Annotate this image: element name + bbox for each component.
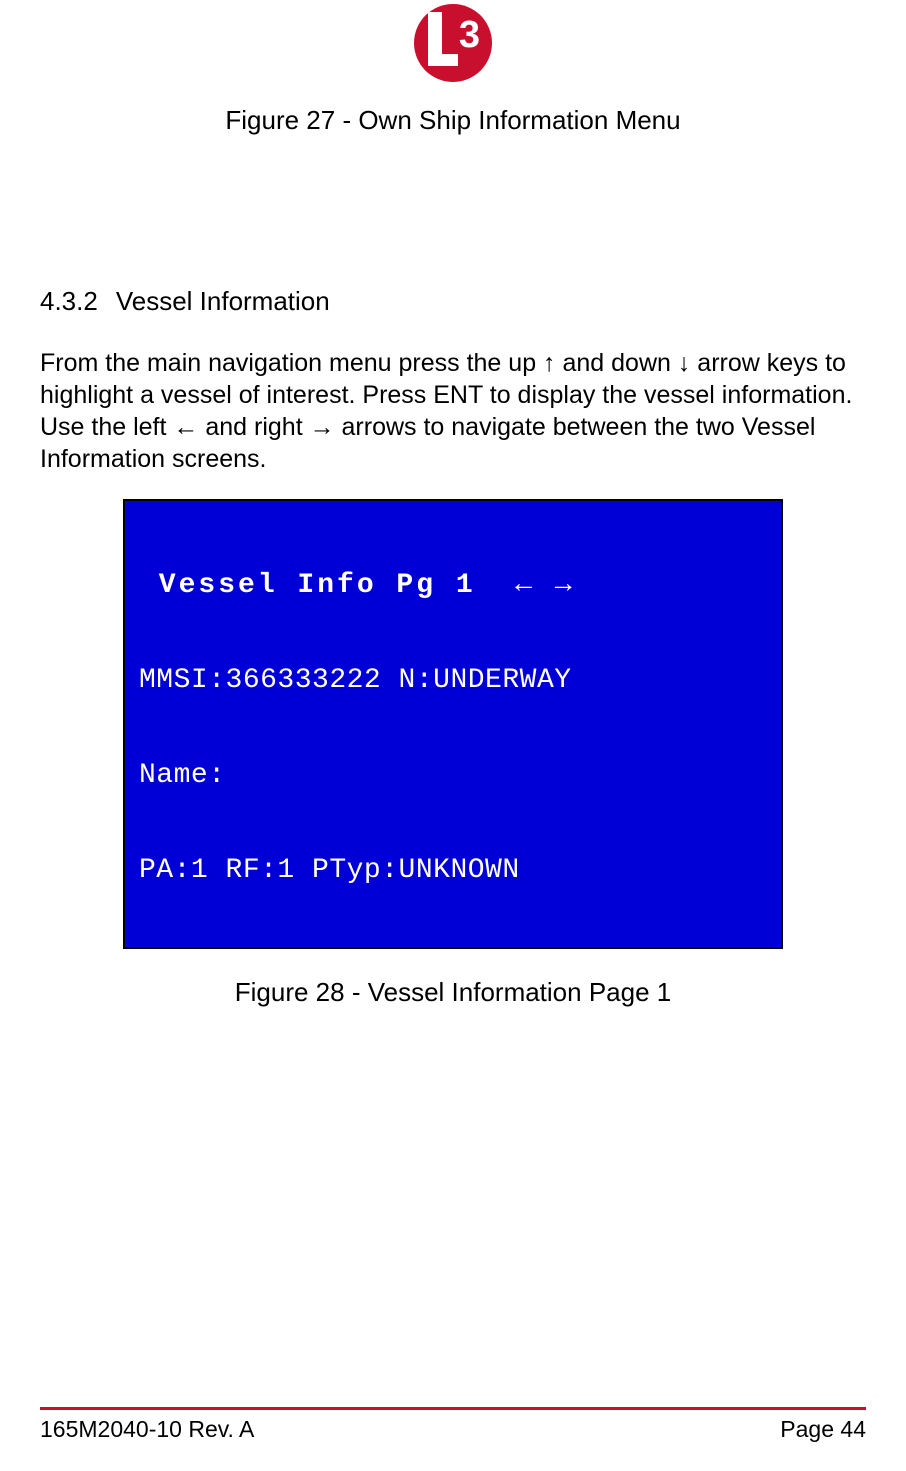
section-number: 4.3.2 <box>40 286 98 316</box>
body-paragraph: From the main navigation menu press the … <box>40 347 866 475</box>
screen-line-5: SOG:0.0 Kn COG:0.0° <box>139 1140 767 1172</box>
screen-line-1: Name: <box>139 760 767 792</box>
screen-line-2: PA:1 RF:1 PTyp:UNKNOWN <box>139 855 767 887</box>
figure-27-caption: Figure 27 - Own Ship Information Menu <box>40 105 866 136</box>
vessel-info-screen: Vessel Info Pg 1 ← → MMSI:366333222 N:UN… <box>123 499 783 949</box>
footer-left: 165M2040-10 Rev. A <box>40 1416 254 1443</box>
logo-container: 3 <box>40 0 866 87</box>
section-title: Vessel Information <box>116 286 330 316</box>
l3-logo: 3 <box>414 4 492 82</box>
document-page: 3 Figure 27 - Own Ship Information Menu … <box>0 0 906 1471</box>
logo-number: 3 <box>459 16 480 54</box>
section-heading: 4.3.2 Vessel Information <box>40 286 866 317</box>
footer-rule <box>40 1407 866 1410</box>
screen-title: Vessel Info Pg 1 ← → <box>139 570 767 602</box>
screen-line-4: HDG:---° ROT:---.- <box>139 1045 767 1077</box>
logo-l-foot <box>428 54 458 66</box>
footer-right: Page 44 <box>780 1416 866 1443</box>
screen-line-3: N 27°20.0284 W 82°27.0824 <box>139 950 767 982</box>
footer-row: 165M2040-10 Rev. A Page 44 <box>40 1416 866 1443</box>
screen-line-0: MMSI:366333222 N:UNDERWAY <box>139 665 767 697</box>
page-footer: 165M2040-10 Rev. A Page 44 <box>40 1407 866 1443</box>
